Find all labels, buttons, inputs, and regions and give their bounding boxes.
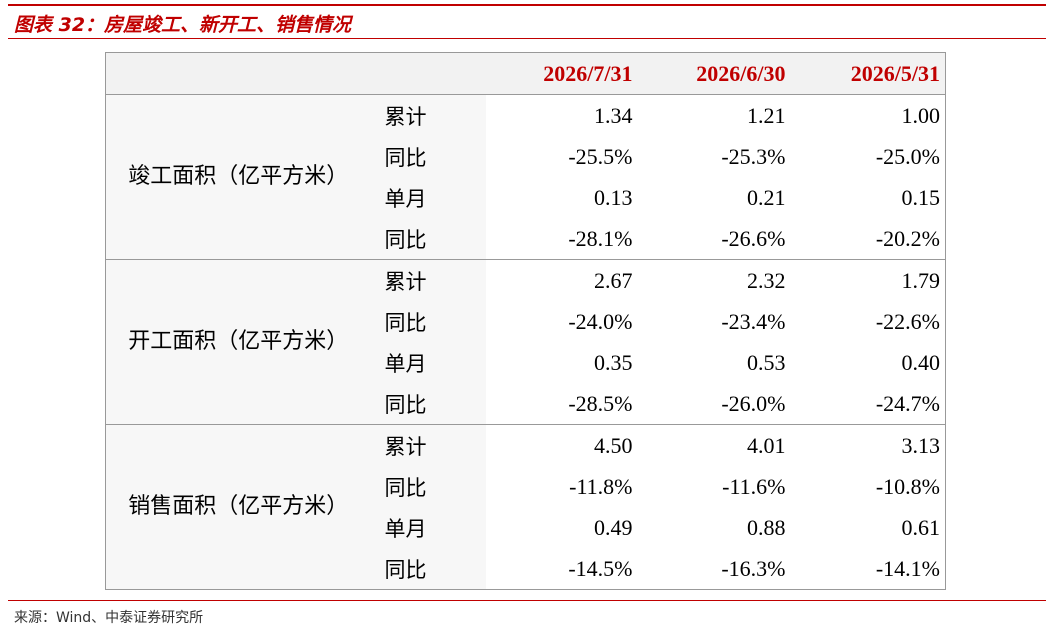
- footer-rule: [8, 600, 1046, 601]
- cell-value: 0.13: [594, 184, 633, 210]
- table-row: 同比 -28.5% -26.0% -24.7%: [106, 383, 946, 425]
- cell-value: -14.1%: [875, 555, 940, 581]
- row-label: 同比: [370, 218, 486, 260]
- column-header: 2026/5/31: [790, 52, 946, 95]
- cell-value: -11.8%: [569, 473, 633, 499]
- row-label: 同比: [370, 466, 486, 507]
- cell-value: -24.0%: [568, 308, 633, 334]
- table-row: 开工面积（亿平方米） 累计 2.67 2.32 1.79: [105, 259, 946, 425]
- group-label: 开工面积（亿平方米）: [105, 259, 371, 425]
- row-label: 同比: [370, 301, 486, 342]
- row-label: 单月: [370, 342, 486, 383]
- table-row: 同比 -28.1% -26.6% -20.2%: [106, 218, 946, 260]
- column-header: 2026/7/31: [485, 52, 638, 95]
- cell-value: 0.35: [594, 349, 633, 375]
- table-row: 单月 0.35 0.53 0.40: [106, 342, 946, 383]
- cell-value: -25.0%: [875, 143, 940, 169]
- cell-value: -26.6%: [721, 225, 786, 251]
- cell-value: -22.6%: [875, 308, 940, 334]
- row-label: 同比: [370, 383, 486, 425]
- table-body: 竣工面积（亿平方米） 累计 1.34 1.21 1.00 同比 -25.5% -25.3% -2…: [105, 94, 946, 590]
- cell-value: 4.50: [485, 424, 638, 466]
- cell-value: -25.3%: [721, 143, 786, 169]
- table-row: 同比 -24.0% -23.4% -22.6%: [106, 301, 946, 342]
- cell-value: -23.4%: [721, 308, 786, 334]
- cell-value: -25.5%: [568, 143, 633, 169]
- source: 来源：Wind、中泰证券研究所: [14, 610, 204, 626]
- row-label: 单月: [370, 507, 486, 548]
- table-row: 同比 -11.8% -11.6% -10.8%: [106, 466, 946, 507]
- title-rule: [8, 38, 1046, 39]
- cell-value: -16.3%: [721, 555, 786, 581]
- header-row: 2026/7/31 2026/6/30 2026/5/31: [105, 52, 946, 95]
- cell-value: -24.7%: [875, 390, 940, 416]
- row-label: 累计: [370, 424, 486, 466]
- cell-value: 0.88: [747, 514, 786, 540]
- data-table: 2026/7/31 2026/6/30 2026/5/31 竣工面积（亿平方米） 累计…: [105, 52, 946, 590]
- group-label: 竣工面积（亿平方米）: [105, 94, 371, 260]
- cell-value: 3.13: [790, 424, 946, 466]
- table-row: 同比 -14.5% -16.3% -14.1%: [106, 548, 946, 590]
- cell-value: 0.21: [747, 184, 786, 210]
- cell-value: -20.2%: [875, 225, 940, 251]
- table-row: 单月 0.49 0.88 0.61: [106, 507, 946, 548]
- cell-value: -26.0%: [721, 390, 786, 416]
- cell-value: 1.34: [485, 94, 638, 136]
- cell-value: -28.1%: [568, 225, 633, 251]
- table-row: 同比 -25.5% -25.3% -25.0%: [106, 136, 946, 177]
- column-header: 2026/6/30: [637, 52, 791, 95]
- cell-value: 1.21: [637, 94, 791, 136]
- row-label: 同比: [370, 136, 486, 177]
- cell-value: 1.79: [790, 259, 946, 301]
- table-row: 竣工面积（亿平方米） 累计 1.34 1.21 1.00: [105, 94, 946, 260]
- title: 图表 32：房屋竣工、新开工、销售情况: [14, 14, 352, 36]
- cell-value: 1.00: [790, 94, 946, 136]
- top-rule: [8, 4, 1046, 6]
- cell-value: 0.49: [594, 514, 633, 540]
- cell-value: -11.6%: [722, 473, 786, 499]
- table-row: 销售面积（亿平方米） 累计 4.50 4.01 3.13: [105, 424, 946, 590]
- table-row: 单月 0.13 0.21 0.15: [106, 177, 946, 218]
- cell-value: -10.8%: [875, 473, 940, 499]
- cell-value: 0.40: [901, 349, 941, 375]
- row-label: 单月: [370, 177, 486, 218]
- header-blank: [105, 52, 486, 95]
- cell-value: 2.32: [637, 259, 791, 301]
- group-label: 销售面积（亿平方米）: [105, 424, 371, 590]
- cell-value: 0.61: [901, 514, 941, 540]
- row-label: 累计: [370, 94, 486, 136]
- cell-value: 0.15: [901, 184, 941, 210]
- cell-value: -28.5%: [568, 390, 633, 416]
- row-label: 累计: [370, 259, 486, 301]
- cell-value: 2.67: [485, 259, 638, 301]
- row-label: 同比: [370, 548, 486, 590]
- cell-value: 4.01: [637, 424, 791, 466]
- cell-value: 0.53: [747, 349, 786, 375]
- cell-value: -14.5%: [568, 555, 633, 581]
